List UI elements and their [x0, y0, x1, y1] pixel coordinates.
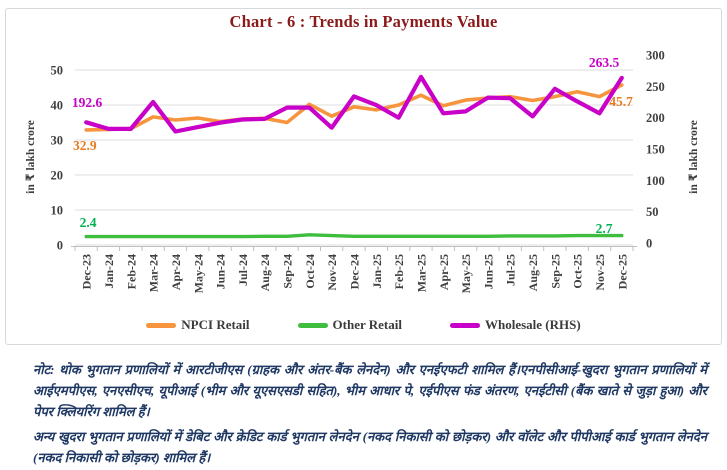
footnote: नोट: थोक भुगतान प्रणालियों में आरटीजीएस … [33, 359, 707, 470]
x-axis-label: Dec-24 [348, 254, 362, 289]
x-axis-label: Oct-24 [303, 254, 317, 289]
series-line-wholesale-rhs- [84, 74, 624, 134]
chart-title: Chart - 6 : Trends in Payments Value [229, 12, 498, 31]
data-label-first: 192.6 [72, 95, 103, 110]
legend-label: NPCI Retail [181, 317, 250, 332]
x-axis-label: Aug-25 [526, 254, 540, 291]
wholesale-line-swatch [449, 322, 480, 328]
x-axis-label: Mar-24 [147, 254, 161, 292]
left-axis-tick-label: 50 [51, 64, 64, 78]
footnote-para-2: अन्य खुदरा भुगतान प्रणालियों में डेबिट औ… [33, 429, 707, 465]
legend-item-npci-retail: NPCI Retail [146, 317, 250, 333]
right-axis-tick-label: 100 [646, 174, 665, 188]
series-line-npci-retail [84, 83, 624, 132]
npci-retail-line-swatch [146, 322, 177, 328]
legend-item-wholesale: Wholesale (RHS) [449, 317, 581, 333]
footnote-para-1: नोट: थोक भुगतान प्रणालियों में आरटीजीएस … [33, 362, 707, 419]
data-label-first: 2.4 [80, 215, 97, 230]
right-axis-tick-label: 200 [646, 111, 665, 125]
data-label-first: 32.9 [73, 138, 97, 153]
left-axis-tick-label: 0 [57, 239, 63, 253]
x-axis-label: Feb-25 [392, 254, 406, 289]
x-axis-label: Feb-24 [124, 254, 138, 289]
legend-item-other-retail: Other Retail [297, 317, 402, 333]
data-label-last: 45.7 [609, 94, 633, 109]
right-axis-tick-label: 300 [646, 49, 665, 63]
right-axis-tick-label: 150 [646, 143, 665, 157]
x-axis-label: Apr-24 [169, 254, 183, 290]
x-axis-label: Sep-24 [281, 254, 295, 289]
right-axis-tick-label: 0 [646, 237, 652, 251]
x-axis-label: Mar-25 [415, 254, 429, 292]
x-axis-label: Nov-25 [593, 254, 607, 291]
series-line-other-retail [84, 233, 624, 239]
left-axis-tick-label: 40 [51, 99, 64, 113]
x-axis-label: Jul-24 [236, 254, 250, 286]
x-axis-label: Dec-23 [80, 254, 94, 289]
x-axis-label: Jul-25 [504, 254, 518, 286]
right-axis-title: in ₹ lakh crore [688, 120, 700, 194]
x-axis-label: May-24 [191, 254, 205, 293]
data-label-last: 2.7 [596, 221, 613, 236]
right-axis-tick-label: 250 [646, 80, 665, 94]
x-axis-label: Jan-24 [102, 254, 116, 289]
left-axis-tick-label: 20 [51, 169, 64, 183]
x-axis-label: Jan-25 [370, 254, 384, 289]
x-axis-label: Aug-24 [258, 254, 272, 291]
left-axis-tick-label: 30 [51, 134, 64, 148]
x-axis-label: Sep-25 [548, 254, 562, 289]
left-axis-title: in ₹ lakh crore [25, 120, 37, 194]
x-axis-label: Nov-24 [325, 254, 339, 291]
legend-label: Other Retail [332, 317, 402, 332]
left-axis-tick-label: 10 [51, 204, 64, 218]
x-axis-label: Dec-25 [615, 254, 629, 289]
x-axis-label: Jun-24 [214, 254, 228, 289]
data-label-last: 263.5 [589, 55, 620, 70]
chart-legend: NPCI Retail Other Retail Wholesale (RHS) [0, 317, 727, 333]
right-axis-tick-label: 50 [646, 205, 659, 219]
x-axis-label: Jun-25 [481, 254, 495, 289]
x-axis-label: May-25 [459, 254, 473, 293]
legend-label: Wholesale (RHS) [484, 317, 581, 332]
x-axis-label: Apr-25 [437, 254, 451, 290]
chart-card [5, 8, 722, 345]
x-axis-label: Oct-25 [571, 254, 585, 289]
other-retail-line-swatch [297, 322, 328, 328]
